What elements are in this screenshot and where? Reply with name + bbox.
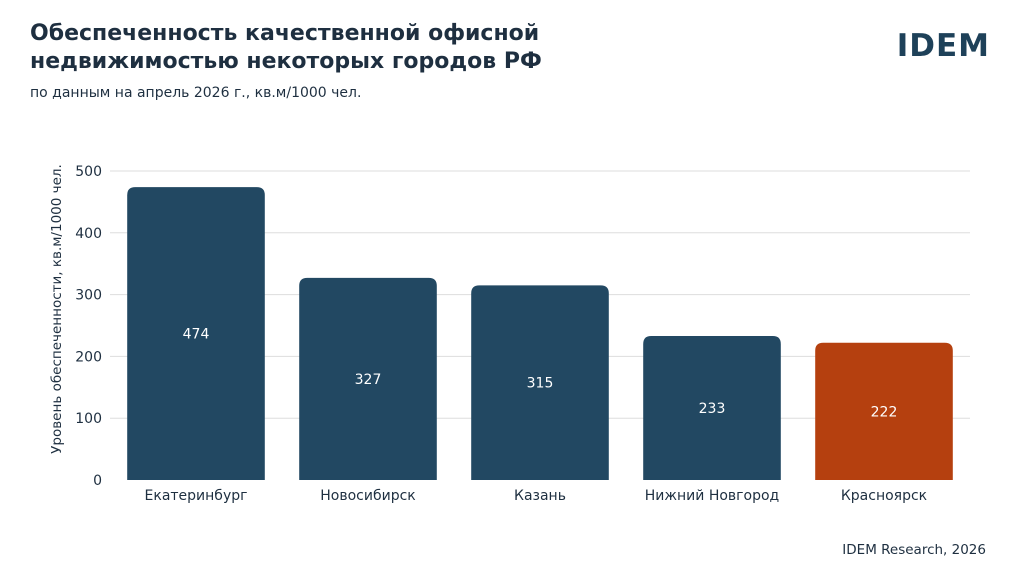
y-tick-label: 100 bbox=[75, 411, 102, 427]
y-tick-label: 500 bbox=[75, 164, 102, 180]
bar-value-label: 327 bbox=[355, 372, 382, 388]
x-tick-label: Екатеринбург bbox=[145, 488, 248, 504]
y-axis-ticks: 0 100 200 300 400 500 bbox=[75, 164, 102, 489]
bars: 474 327 315 233 222 bbox=[127, 187, 953, 480]
bar-value-label: 233 bbox=[699, 401, 726, 417]
chart-subtitle: по данным на апрель 2026 г., кв.м/1000 ч… bbox=[30, 85, 362, 101]
x-tick-label: Нижний Новгород bbox=[645, 488, 779, 504]
bar bbox=[471, 285, 609, 480]
bar bbox=[643, 336, 781, 480]
bar bbox=[299, 277, 437, 480]
y-tick-label: 200 bbox=[75, 349, 102, 365]
y-tick-label: 400 bbox=[75, 226, 102, 242]
bar-value-label: 315 bbox=[527, 376, 554, 392]
chart-title: Обеспеченность качественной офисной недв… bbox=[30, 21, 542, 74]
source-note: IDEM Research, 2026 bbox=[842, 542, 986, 558]
bar-value-label: 474 bbox=[183, 327, 210, 343]
bar bbox=[127, 187, 265, 480]
y-axis-label: Уровень обеспеченности, кв.м/1000 чел. bbox=[49, 164, 65, 454]
bar-value-label: 222 bbox=[871, 404, 898, 420]
idem-logo: IDEM bbox=[896, 28, 990, 64]
x-tick-label: Новосибирск bbox=[320, 488, 415, 504]
x-tick-label: Красноярск bbox=[841, 488, 927, 504]
y-tick-label: 0 bbox=[93, 473, 102, 489]
y-tick-label: 300 bbox=[75, 288, 102, 304]
bar bbox=[815, 342, 953, 480]
x-tick-label: Казань bbox=[514, 488, 566, 504]
x-axis-ticks: Екатеринбург Новосибирск Казань Нижний Новг… bbox=[145, 488, 928, 504]
